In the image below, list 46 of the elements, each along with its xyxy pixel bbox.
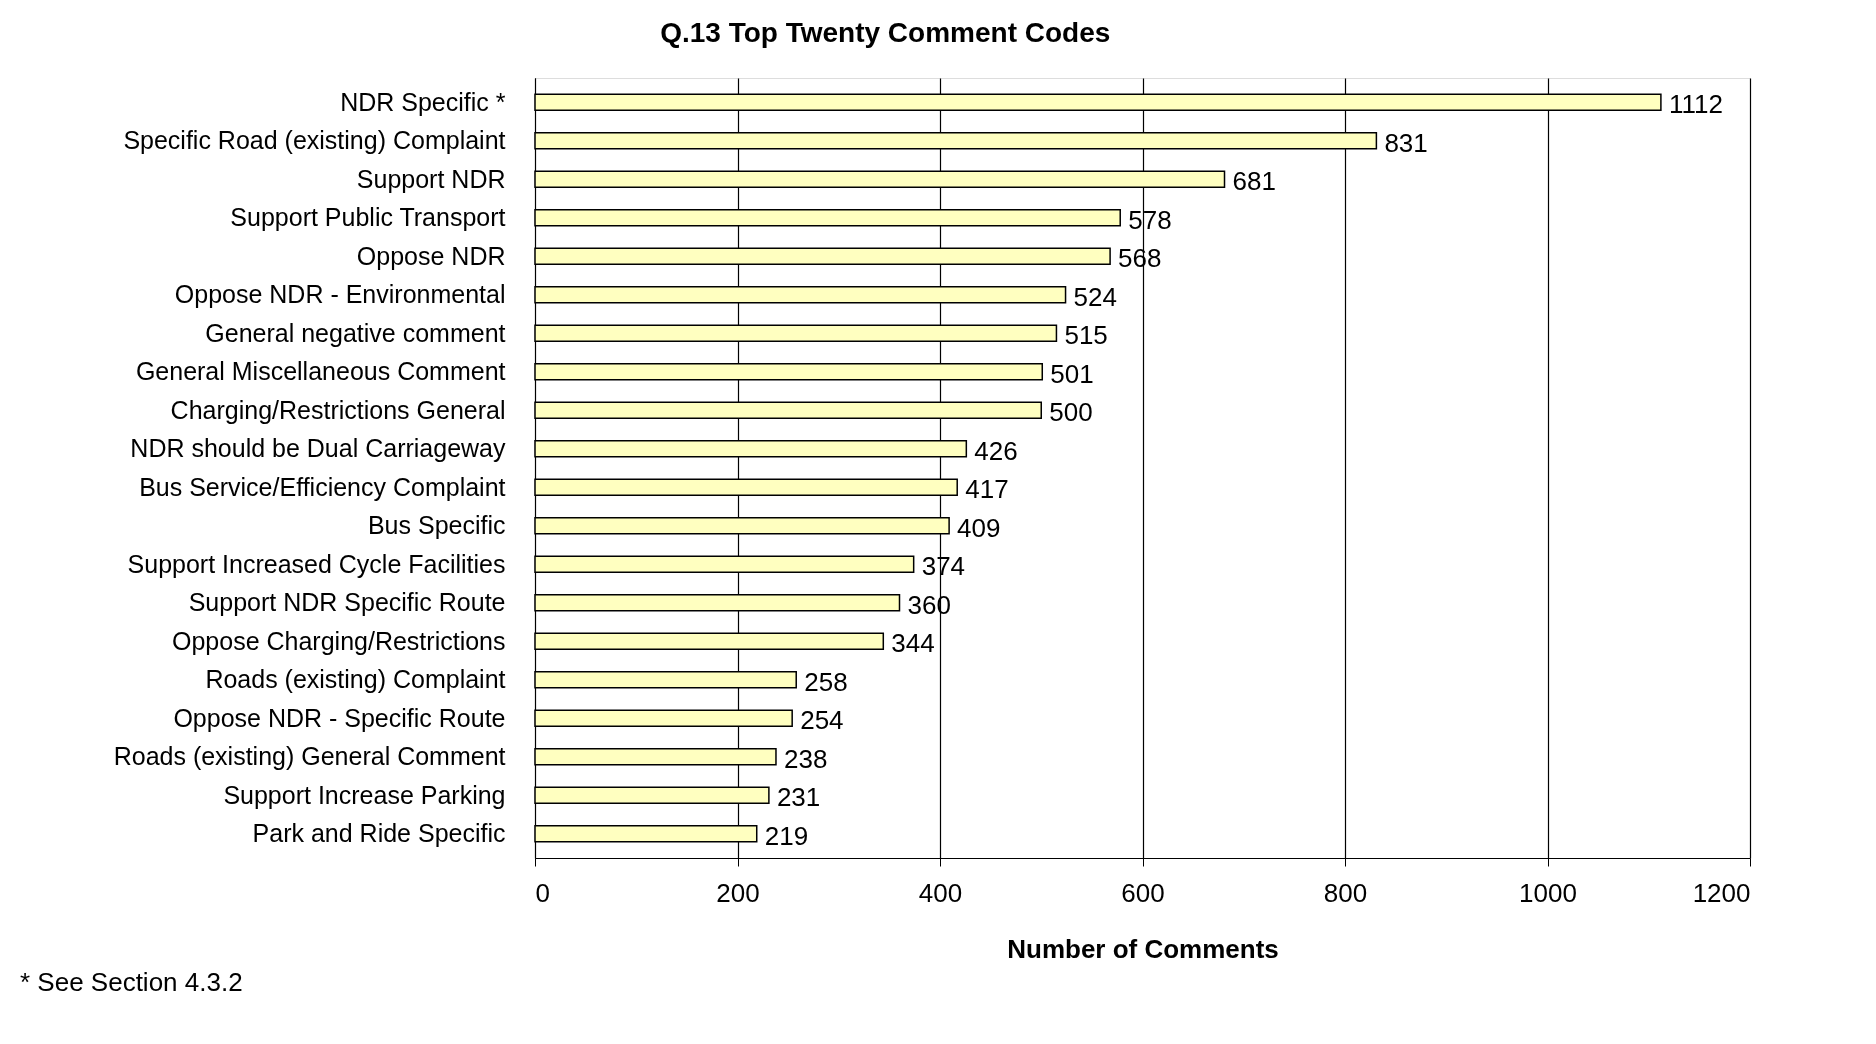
text: * See Section 4.3.2 bbox=[20, 967, 243, 997]
x-tick-label: 1200 bbox=[1692, 877, 1751, 908]
data-label: 254 bbox=[800, 705, 844, 736]
x-tick-label: 800 bbox=[1323, 877, 1368, 908]
data-label: 500 bbox=[1049, 397, 1093, 428]
x-tick-label: 200 bbox=[716, 877, 760, 908]
data-label: 238 bbox=[783, 743, 828, 774]
chart-title: Q.13 Top Twenty Comment Codes bbox=[660, 17, 1111, 48]
data-label: 501 bbox=[1050, 358, 1094, 389]
x-tick-label: 400 bbox=[918, 877, 963, 908]
data-label: 409 bbox=[957, 512, 1001, 543]
y-tick-label: Support Increased Cycle Facilities bbox=[127, 549, 506, 578]
y-tick-label: Roads (existing) General Comment bbox=[113, 742, 506, 771]
data-label: 515 bbox=[1064, 320, 1108, 351]
x-axis-title: Number of Comments bbox=[1007, 933, 1279, 964]
y-tick-label: Oppose NDR - Environmental bbox=[174, 280, 506, 309]
y-tick-label: Oppose NDR bbox=[356, 241, 506, 270]
x-tick-label: 1000 bbox=[1519, 877, 1577, 908]
data-label: 258 bbox=[804, 666, 848, 697]
y-tick-label: NDR should be Dual Carriageway bbox=[130, 434, 506, 463]
y-tick-label: NDR Specific * bbox=[340, 87, 506, 116]
y-tick-label: Specific Road (existing) Complaint bbox=[123, 126, 506, 155]
data-label: 681 bbox=[1232, 166, 1276, 197]
y-tick-label: Support Public Transport bbox=[230, 203, 506, 232]
data-label: 426 bbox=[974, 435, 1018, 466]
y-tick-label: Oppose Charging/Restrictions bbox=[172, 626, 506, 655]
x-tick-label: 0 bbox=[535, 877, 550, 908]
y-tick-label: Park and Ride Specific bbox=[252, 819, 506, 848]
y-tick-label: General negative comment bbox=[205, 318, 506, 347]
data-label: 524 bbox=[1073, 281, 1117, 312]
y-tick-label: General Miscellaneous Comment bbox=[135, 357, 506, 386]
data-label: 219 bbox=[764, 820, 809, 851]
y-tick-label: Charging/Restrictions General bbox=[170, 395, 506, 424]
y-tick-label: Support NDR bbox=[356, 164, 506, 193]
y-tick-label: Support NDR Specific Route bbox=[188, 588, 506, 617]
y-tick-label: Roads (existing) Complaint bbox=[205, 665, 506, 694]
x-tick-label: 600 bbox=[1121, 877, 1165, 908]
data-label: 417 bbox=[965, 474, 1009, 505]
data-label: 231 bbox=[776, 782, 821, 813]
data-label: 344 bbox=[891, 628, 935, 659]
y-tick-label: Oppose NDR - Specific Route bbox=[173, 703, 506, 732]
y-tick-label: Bus Service/Efficiency Complaint bbox=[139, 472, 506, 501]
y-tick-label: Support Increase Parking bbox=[223, 780, 506, 809]
y-tick-label: Bus Specific bbox=[367, 511, 506, 540]
data-label: 1112 bbox=[1668, 89, 1723, 120]
data-label: 831 bbox=[1384, 127, 1428, 158]
